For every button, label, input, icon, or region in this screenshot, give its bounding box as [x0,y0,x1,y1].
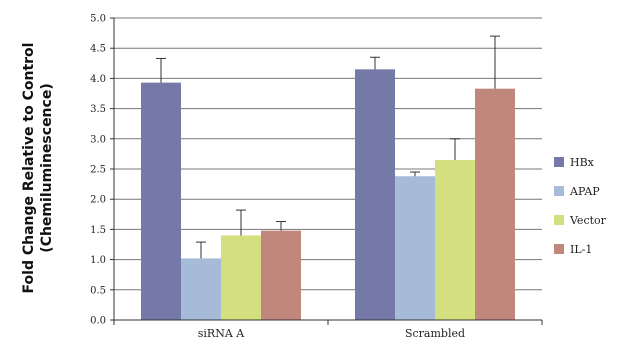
y-tick-label: 2.0 [90,195,106,206]
y-tick-label: 3.0 [90,134,106,145]
legend-label: HBx [570,156,595,169]
legend-swatch [554,157,564,167]
y-tick-labels: 0.0 0.5 1.0 1.5 2.0 2.5 3.0 3.5 4.0 4.5 5.0 [90,14,106,327]
bar [141,82,181,321]
category-label: Scrambled [405,327,465,340]
bar [475,88,515,320]
y-tick-label: 4.0 [90,74,106,85]
y-tick-label: 4.5 [90,44,106,55]
y-tick-label: 1.0 [90,255,106,266]
bars [141,69,515,321]
category-labels: siRNA A Scrambled [198,327,465,340]
y-tick-label: 0.5 [90,285,106,296]
y-tick-label: 2.5 [90,165,106,176]
y-tick-label: 1.5 [90,225,106,236]
legend: HBx APAP Vector IL-1 [554,156,607,256]
bar [395,176,435,320]
legend-swatch [554,186,564,196]
bar [261,230,301,320]
y-tick-label: 5.0 [90,14,106,25]
error-bars [156,35,500,259]
axes [113,18,543,325]
legend-label: IL-1 [570,243,592,256]
bar [181,258,221,320]
legend-swatch [554,244,564,254]
legend-label: Vector [569,214,607,227]
legend-swatch [554,215,564,225]
legend-label: APAP [569,185,600,198]
y-tick-label: 3.5 [90,104,106,115]
y-axis-label-line-1: Fold Change Relative to Control [21,43,37,294]
y-axis-label-line-2: (Chemiluminescence) [39,83,55,252]
y-tick-label: 0.0 [90,316,106,327]
bar [355,69,395,320]
bar [221,235,261,320]
bar [435,159,475,320]
category-label: siRNA A [198,327,246,340]
